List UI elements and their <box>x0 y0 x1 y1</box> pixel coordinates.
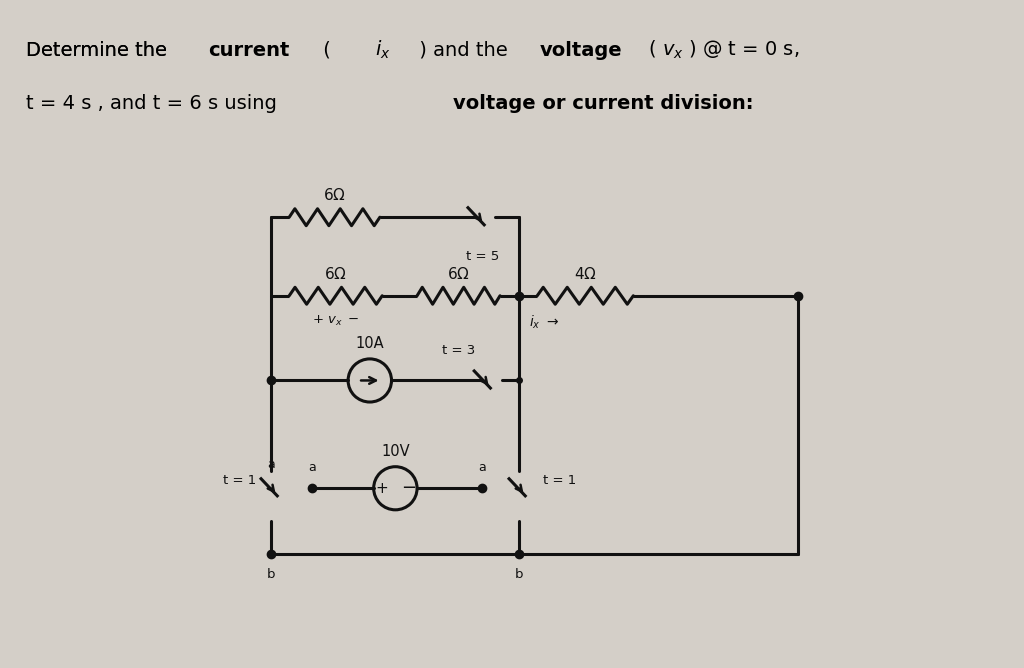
Text: current: current <box>208 41 289 59</box>
Text: 6$\Omega$: 6$\Omega$ <box>447 266 470 282</box>
Text: t = 4 s , and t = 6 s using: t = 4 s , and t = 6 s using <box>26 94 283 113</box>
Text: voltage: voltage <box>540 41 623 59</box>
Text: t = 1: t = 1 <box>223 474 257 487</box>
Text: ) and the: ) and the <box>413 41 514 59</box>
Text: $i_x\ \rightarrow$: $i_x\ \rightarrow$ <box>529 313 559 331</box>
Text: (: ( <box>317 41 338 59</box>
Text: t = 1: t = 1 <box>543 474 575 487</box>
Text: Determine the: Determine the <box>26 41 173 59</box>
Text: 4$\Omega$: 4$\Omega$ <box>573 266 597 282</box>
Text: +: + <box>376 481 388 496</box>
Text: 10V: 10V <box>381 444 410 459</box>
Text: ( $v_x$ ) @ t = 0 s,: ( $v_x$ ) @ t = 0 s, <box>642 39 800 61</box>
Text: −: − <box>401 479 416 497</box>
Text: $+\ v_x\ -$: $+\ v_x\ -$ <box>312 313 359 327</box>
Text: t = 3: t = 3 <box>442 345 475 357</box>
Text: b: b <box>515 568 523 580</box>
Text: a: a <box>267 458 275 472</box>
Text: 6$\Omega$: 6$\Omega$ <box>324 187 346 203</box>
Text: 10A: 10A <box>355 336 384 351</box>
Text: b: b <box>267 568 275 580</box>
Text: Determine the: Determine the <box>26 41 173 59</box>
Text: 6$\Omega$: 6$\Omega$ <box>325 266 347 282</box>
Text: t = 5: t = 5 <box>466 250 499 263</box>
Text: voltage or current division:: voltage or current division: <box>453 94 753 113</box>
Text: $i_x$: $i_x$ <box>375 39 390 61</box>
Text: a: a <box>308 462 315 474</box>
Text: a: a <box>478 462 486 474</box>
